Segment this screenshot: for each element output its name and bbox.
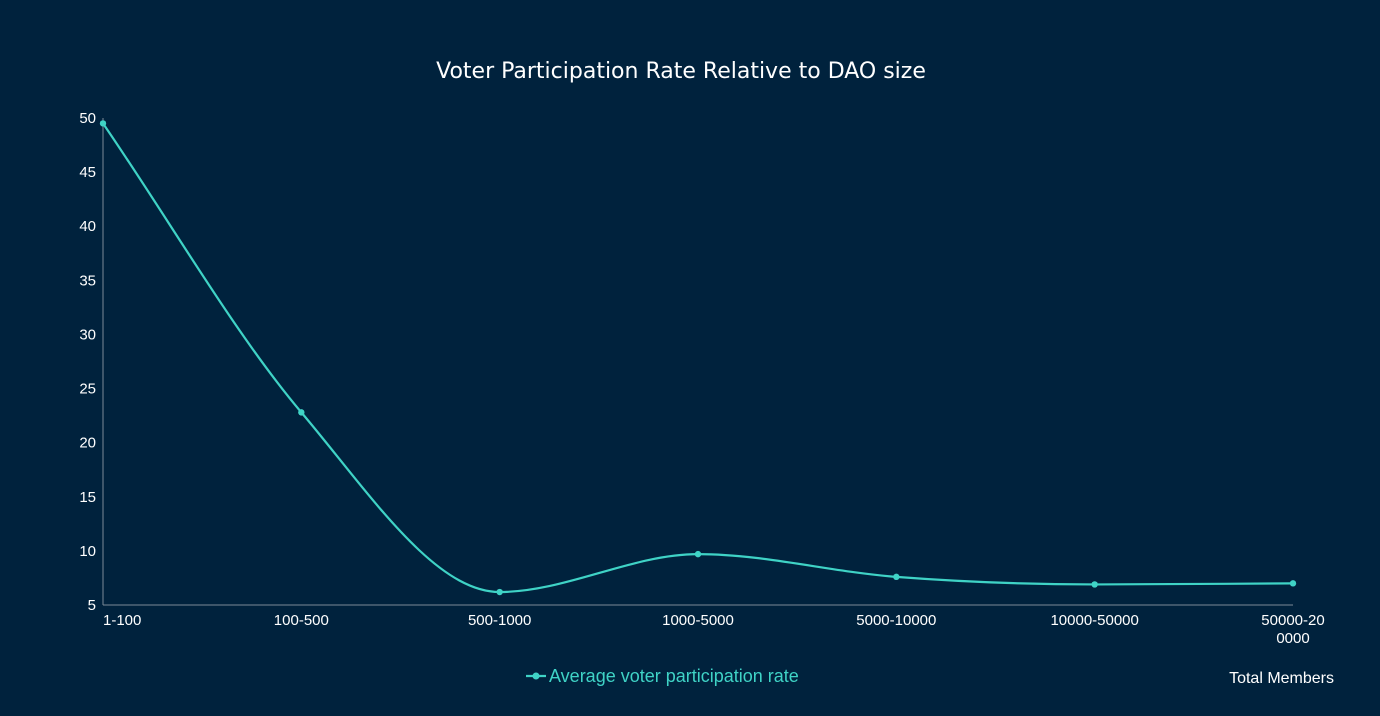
data-point[interactable] (893, 573, 900, 581)
x-tick-label: 500-1000 (468, 612, 531, 629)
y-tick-label: 15 (79, 489, 96, 506)
series-line (102, 122, 1294, 594)
y-tick-label: 25 (79, 381, 96, 398)
x-tick-label: 5000-10000 (856, 612, 936, 629)
y-tick-label: 30 (79, 326, 96, 343)
x-tick-label: 1-100 (103, 612, 141, 629)
y-tick-label: 35 (79, 272, 96, 289)
y-tick-label: 45 (79, 164, 96, 181)
x-tick-label: 10000-50000 (1050, 612, 1138, 629)
y-tick-label: 10 (79, 543, 96, 560)
data-point[interactable] (1289, 580, 1297, 587)
x-axis-title: Total Members (1229, 670, 1334, 687)
y-axis-ticks: 5 10 15 20 25 30 35 40 45 50 (79, 110, 96, 614)
data-point[interactable] (694, 550, 702, 558)
legend-dot-marker (532, 672, 540, 680)
y-tick-label: 50 (79, 110, 96, 127)
y-tick-label: 5 (88, 597, 96, 614)
x-axis-ticks: 1-100 100-500 500-1000 1000-5000 5000-10000 1… (103, 612, 1325, 647)
legend[interactable]: Average voter participation rate (526, 666, 799, 686)
legend-label: Average voter participation rate (549, 666, 799, 686)
x-tick-label: 50000-20 0000 (1261, 612, 1324, 647)
series-points (99, 120, 1297, 596)
x-tick-label: 100-500 (274, 612, 329, 629)
data-point[interactable] (298, 409, 305, 416)
x-tick-label: 1000-5000 (662, 612, 734, 629)
data-point[interactable] (1091, 581, 1098, 588)
data-point[interactable] (99, 120, 107, 127)
data-point[interactable] (496, 588, 503, 596)
y-tick-label: 40 (79, 218, 96, 235)
y-tick-label: 20 (79, 435, 96, 452)
chart-title: Voter Participation Rate Relative to DAO… (436, 59, 926, 84)
